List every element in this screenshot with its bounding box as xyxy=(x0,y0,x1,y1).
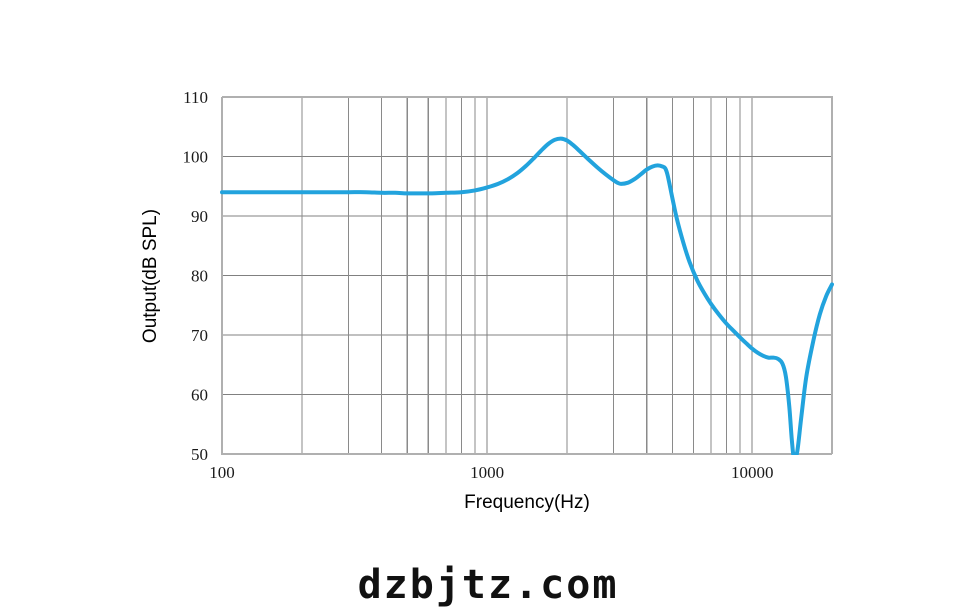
watermark-label: dzbjtz.com xyxy=(358,562,619,608)
x-tick-label: 1000 xyxy=(470,463,504,482)
series-clip-group xyxy=(220,136,834,455)
y-tick-label: 60 xyxy=(191,386,208,405)
y-tick-label: 90 xyxy=(191,207,208,226)
series-line-output xyxy=(220,136,834,455)
y-tick-label: 70 xyxy=(191,326,208,345)
axis-frame-left-bottom xyxy=(221,97,832,455)
x-tick-label: 10000 xyxy=(731,463,774,482)
x-axis-title: Frequency(Hz) xyxy=(464,492,590,513)
gridlines xyxy=(222,97,832,454)
y-tick-label: 110 xyxy=(183,88,208,107)
y-axis-title: Output(dB SPL) xyxy=(140,209,161,343)
x-axis-tick-labels: 100 1000 10000 xyxy=(209,463,773,482)
data-series-layer xyxy=(220,136,834,455)
y-tick-label: 80 xyxy=(191,267,208,286)
y-axis-tick-labels: 50 60 70 80 90 100 110 xyxy=(183,88,209,464)
y-tick-label: 50 xyxy=(191,445,208,464)
axes-frame xyxy=(221,96,833,455)
y-tick-label: 100 xyxy=(183,148,209,167)
x-tick-label: 100 xyxy=(209,463,235,482)
axis-frame-top-right xyxy=(222,96,833,454)
